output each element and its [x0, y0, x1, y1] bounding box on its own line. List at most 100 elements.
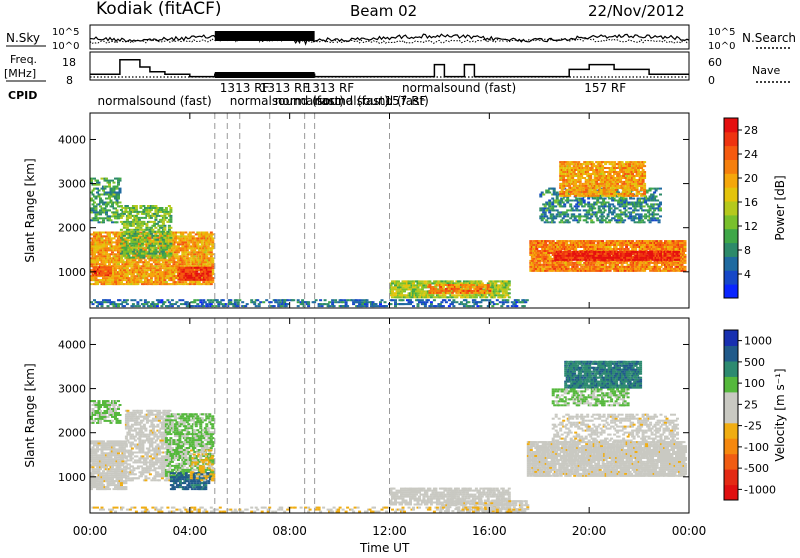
heatmap-cell	[105, 192, 108, 194]
heatmap-cell	[532, 270, 535, 272]
heatmap-cell	[99, 209, 102, 211]
heatmap-cell	[154, 247, 157, 249]
heatmap-cell	[571, 200, 574, 202]
heatmap-cell	[111, 205, 114, 207]
heatmap-cell	[493, 292, 496, 294]
heatmap-cell	[105, 194, 108, 196]
heatmap-cell	[148, 249, 151, 251]
heatmap-cell	[211, 253, 214, 255]
cpid-annotation: 1313 RF	[260, 81, 310, 95]
heatmap-cell	[606, 246, 609, 248]
heatmap-cell	[679, 253, 682, 255]
heatmap-cell	[405, 294, 408, 296]
heatmap-cell	[150, 267, 153, 269]
heatmap-cell	[189, 279, 192, 281]
heatmap-cell	[126, 219, 129, 221]
heatmap-cell	[181, 232, 184, 234]
heatmap-cell	[177, 251, 180, 253]
heatmap-cell	[607, 251, 610, 253]
heatmap-cell	[554, 217, 557, 219]
heatmap-cell	[136, 223, 139, 225]
heatmap-cell	[574, 257, 577, 259]
heatmap-cell	[163, 219, 166, 221]
heatmap-cell	[126, 211, 129, 213]
heatmap-cell	[153, 245, 156, 247]
heatmap-cell	[99, 202, 102, 204]
heatmap-cell	[132, 261, 135, 263]
heatmap-cell	[508, 280, 511, 282]
heatmap-cell	[201, 241, 204, 243]
heatmap-cell	[452, 290, 455, 292]
heatmap-cell	[594, 240, 597, 242]
heatmap-cell	[145, 277, 148, 279]
heatmap-cell	[150, 251, 153, 253]
heatmap-cell	[652, 240, 655, 242]
heatmap-cell	[95, 205, 98, 207]
heatmap-cell	[190, 247, 193, 249]
heatmap-cell	[165, 241, 168, 243]
heatmap-cell	[114, 247, 117, 249]
heatmap-cell	[124, 279, 127, 281]
heatmap-cell	[578, 255, 581, 257]
heatmap-cell	[470, 280, 473, 282]
heatmap-cell	[529, 248, 532, 250]
heatmap-cell	[604, 264, 607, 266]
heatmap-cell	[104, 202, 107, 204]
heatmap-cell	[619, 262, 622, 264]
heatmap-cell	[92, 194, 95, 196]
heatmap-cell	[148, 253, 151, 255]
heatmap-cell	[147, 257, 150, 259]
heatmap-cell	[103, 266, 106, 268]
heatmap-cell	[98, 221, 101, 223]
heatmap-cell	[548, 200, 551, 202]
heatmap-cell	[206, 277, 209, 279]
heatmap-cell	[141, 269, 144, 271]
heatmap-cell	[553, 209, 556, 211]
heatmap-cell	[184, 241, 187, 243]
heatmap-cell	[151, 215, 154, 217]
heatmap-cell	[684, 262, 687, 264]
heatmap-cell	[642, 244, 645, 246]
heatmap-cell	[135, 207, 138, 209]
heatmap-cell	[174, 281, 177, 283]
heatmap-cell	[417, 294, 420, 296]
heatmap-cell	[204, 263, 207, 265]
heatmap-cell	[539, 196, 542, 198]
heatmap-cell	[124, 209, 127, 211]
heatmap-cell	[174, 233, 177, 235]
heatmap-cell	[535, 248, 538, 250]
heatmap-cell	[163, 227, 166, 229]
heatmap-cell	[632, 253, 635, 255]
heatmap-cell	[624, 248, 627, 250]
heatmap-cell	[553, 190, 556, 192]
heatmap-cell	[205, 243, 208, 245]
heatmap-cell	[183, 253, 186, 255]
heatmap-cell	[609, 268, 612, 270]
heatmap-cell	[394, 292, 397, 294]
heatmap-cell	[142, 255, 145, 257]
heatmap-cell	[150, 221, 153, 223]
heatmap-cell	[156, 281, 159, 283]
heatmap-cell	[147, 243, 150, 245]
heatmap-cell	[677, 259, 680, 261]
heatmap-cell	[139, 267, 142, 269]
heatmap-cell	[211, 257, 214, 259]
heatmap-cell	[565, 253, 568, 255]
heatmap-cell	[107, 257, 110, 259]
heatmap-cell	[205, 255, 208, 257]
heatmap-cell	[160, 207, 163, 209]
heatmap-cell	[156, 267, 159, 269]
heatmap-cell	[133, 229, 136, 231]
heatmap-cell	[174, 239, 177, 241]
heatmap-cell	[129, 243, 132, 245]
heatmap-cell	[640, 259, 643, 261]
heatmap-cell	[592, 264, 595, 266]
heatmap-cell	[580, 266, 583, 268]
heatmap-cell	[97, 274, 100, 276]
heatmap-cell	[165, 281, 168, 283]
heatmap-cell	[120, 221, 123, 223]
heatmap-cell	[108, 182, 111, 184]
heatmap-cell	[417, 286, 420, 288]
heatmap-cell	[93, 268, 96, 270]
heatmap-cell	[138, 211, 141, 213]
